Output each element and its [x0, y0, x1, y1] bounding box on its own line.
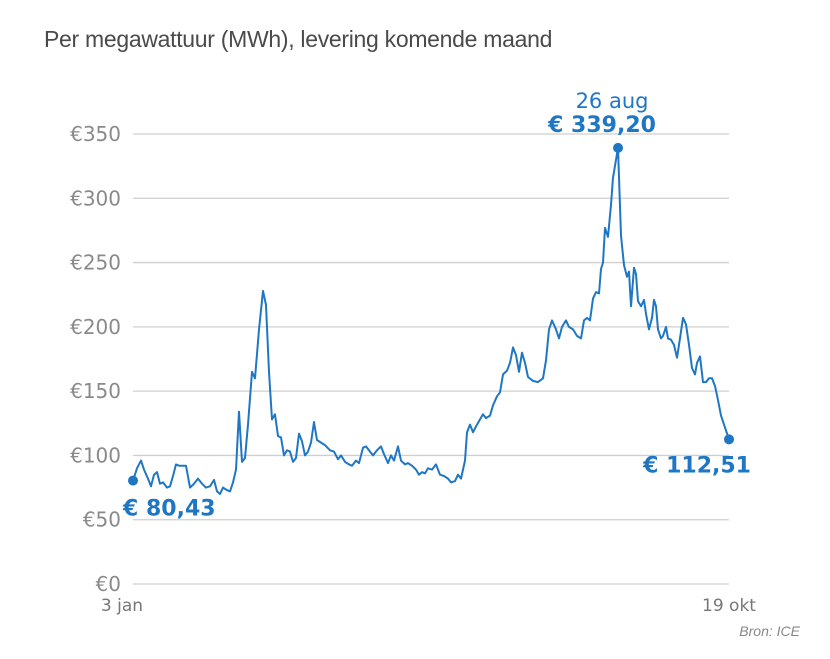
peak-value-marker	[613, 142, 624, 153]
source-note: Bron: ICE	[739, 623, 800, 639]
peak-value-label: € 339,20	[547, 113, 656, 138]
y-tick-label-300: €300	[70, 186, 121, 210]
point-markers	[128, 142, 734, 486]
start-value-label: € 80,43	[122, 497, 216, 522]
start-value-marker	[128, 475, 138, 486]
y-tick-label-250: €250	[70, 251, 121, 275]
y-tick-label-0: €0	[96, 572, 121, 596]
peak-value-date: 26 aug	[576, 89, 649, 113]
chart-title: Per megawattuur (MWh), levering komende …	[44, 26, 553, 52]
y-tick-label-200: €200	[70, 315, 121, 339]
end-value-label: € 112,51	[642, 453, 751, 478]
price-series-line	[132, 146, 730, 495]
y-tick-label-350: €350	[70, 122, 121, 146]
y-tick-label-100: €100	[70, 443, 121, 467]
gridlines	[133, 133, 729, 585]
x-axis-tick-labels: 3 jan 19 okt	[101, 596, 756, 616]
y-axis-tick-labels: €0 €50 €100 €150 €200 €250 €300 €350	[70, 122, 121, 596]
y-tick-label-50: €50	[83, 508, 121, 532]
y-tick-label-150: €150	[70, 379, 121, 403]
annotations: € 80,43 26 aug€ 339,20 € 112,51	[122, 89, 751, 522]
x-tick-label-end: 19 okt	[702, 596, 756, 616]
x-tick-label-start: 3 jan	[101, 596, 143, 616]
end-value-marker	[724, 434, 734, 445]
